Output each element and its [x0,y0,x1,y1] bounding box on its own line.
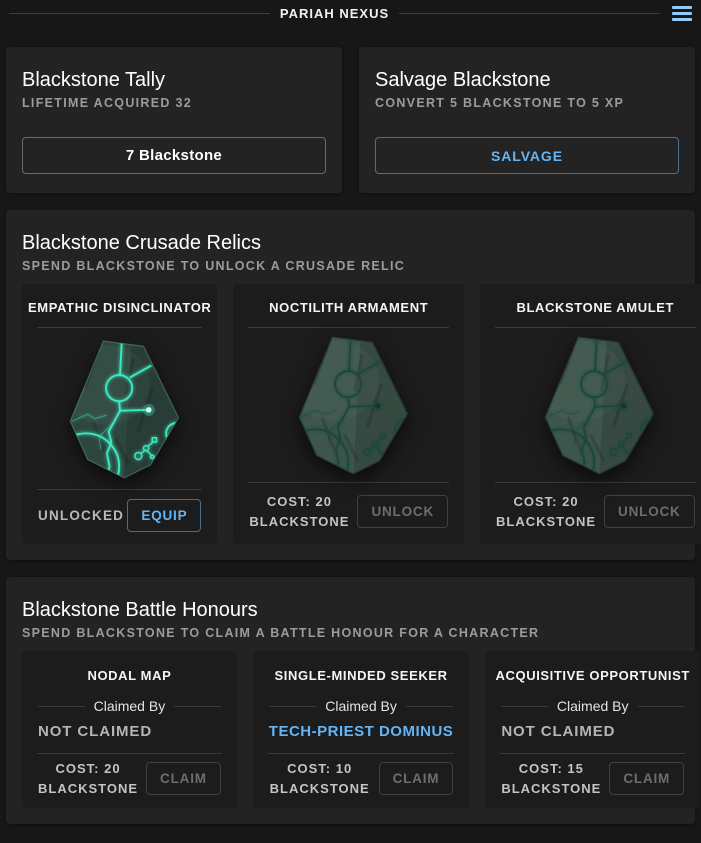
relic-name: EMPATHIC DISINCLINATOR [28,300,212,315]
claimed-by-label: Claimed By [325,698,397,714]
divider [37,327,203,328]
battle-honours-section: Blackstone Battle Honours SPEND BLACKSTO… [6,577,701,824]
honour-card-grid: NODAL MAP Claimed By NOT CLAIMED COST: 2… [22,651,701,808]
honour-footer: COST: 15 BLACKSTONE CLAIM [485,754,700,808]
crusade-relics-section: Blackstone Crusade Relics SPEND BLACKSTO… [6,210,701,560]
honour-cost-label: COST: 10 BLACKSTONE [269,760,370,796]
relic-cost-label: COST: 20 BLACKSTONE [249,493,350,529]
claimed-by-divider: Claimed By [38,698,221,714]
divider [495,481,696,483]
honour-name: SINGLE-MINDED SEEKER [274,668,448,683]
title-divider-right [399,13,660,14]
relic-image-dim [480,328,701,482]
honours-section-title: Blackstone Battle Honours [22,599,258,621]
salvage-subtitle: CONVERT 5 BLACKSTONE TO 5 XP [375,96,625,110]
relic-card-blackstone-amulet: BLACKSTONE AMULET COST: 20 BLACKSTONE UN… [480,284,701,544]
relic-name: BLACKSTONE AMULET [516,300,675,315]
top-card-row: Blackstone Tally LIFETIME ACQUIRED 32 7 … [6,47,695,193]
tally-subtitle: LIFETIME ACQUIRED 32 [22,96,192,110]
salvage-button[interactable]: SALVAGE [375,137,679,174]
relic-image-glowing [22,328,217,489]
claimed-by-divider: Claimed By [501,698,685,714]
divider [37,489,203,490]
claimed-by-label: Claimed By [93,698,166,714]
honour-card-single-minded-seeker: SINGLE-MINDED SEEKER Claimed By TECH-PRI… [252,651,470,808]
relic-card-empathic-disinclinator: EMPATHIC DISINCLINATOR UNLOCKED EQUIP [22,284,218,544]
relic-card-grid: EMPATHIC DISINCLINATOR UNLOCKED EQUIP NO… [22,284,701,544]
relic-card-noctilith-armament: NOCTILITH ARMAMENT COST: 20 BLACKSTONE U… [233,284,464,544]
claimed-by-label: Claimed By [556,698,629,714]
honour-footer: COST: 10 BLACKSTONE CLAIM [253,754,470,808]
title-divider-left [9,13,270,14]
relic-footer: UNLOCKED EQUIP [22,490,217,544]
claim-button[interactable]: CLAIM [609,762,685,796]
app-title: PARIAH NEXUS [279,6,390,21]
honour-card-acquisitive-opportunist: ACQUISITIVE OPPORTUNIST Claimed By NOT C… [485,651,701,808]
claimed-by-value: NOT CLAIMED [38,723,153,740]
divider [267,753,455,754]
divider [500,753,686,754]
blackstone-count-button[interactable]: 7 Blackstone [22,137,326,174]
honour-name: ACQUISITIVE OPPORTUNIST [495,668,690,683]
relic-cost-label: COST: 20 BLACKSTONE [496,493,597,529]
honour-name: NODAL MAP [87,668,172,683]
relic-name: NOCTILITH ARMAMENT [269,300,429,315]
honour-cost-label: COST: 20 BLACKSTONE [38,760,139,796]
claim-button[interactable]: CLAIM [146,762,221,796]
honours-section-subtitle: SPEND BLACKSTONE TO CLAIM A BATTLE HONOU… [22,626,540,640]
relic-footer: COST: 20 BLACKSTONE UNLOCK [480,483,701,544]
divider [248,327,449,328]
app-bar: PARIAH NEXUS [0,0,701,27]
relic-image-dim [233,328,464,482]
honour-card-nodal-map: NODAL MAP Claimed By NOT CLAIMED COST: 2… [22,651,237,808]
hamburger-menu-icon[interactable] [672,4,692,23]
salvage-blackstone-card: Salvage Blackstone CONVERT 5 BLACKSTONE … [359,47,695,193]
salvage-title: Salvage Blackstone [375,69,551,91]
claimed-by-divider: Claimed By [268,698,454,714]
divider [248,481,449,483]
claimed-by-character-link[interactable]: TECH-PRIEST DOMINUS [268,723,454,740]
unlocked-status-label: UNLOCKED [38,508,125,523]
honour-cost-label: COST: 15 BLACKSTONE [501,760,602,796]
tally-title: Blackstone Tally [22,69,166,91]
equip-button[interactable]: EQUIP [127,499,202,532]
divider [37,753,222,754]
blackstone-tally-card: Blackstone Tally LIFETIME ACQUIRED 32 7 … [6,47,342,193]
divider [495,327,696,328]
relic-footer: COST: 20 BLACKSTONE UNLOCK [233,483,464,544]
unlock-button[interactable]: UNLOCK [357,495,448,529]
unlock-button[interactable]: UNLOCK [604,495,695,529]
relics-section-subtitle: SPEND BLACKSTONE TO UNLOCK A CRUSADE REL… [22,259,406,273]
claimed-by-value: NOT CLAIMED [501,723,616,740]
honour-footer: COST: 20 BLACKSTONE CLAIM [22,754,237,808]
relics-section-title: Blackstone Crusade Relics [22,232,261,254]
claim-button[interactable]: CLAIM [378,762,454,796]
